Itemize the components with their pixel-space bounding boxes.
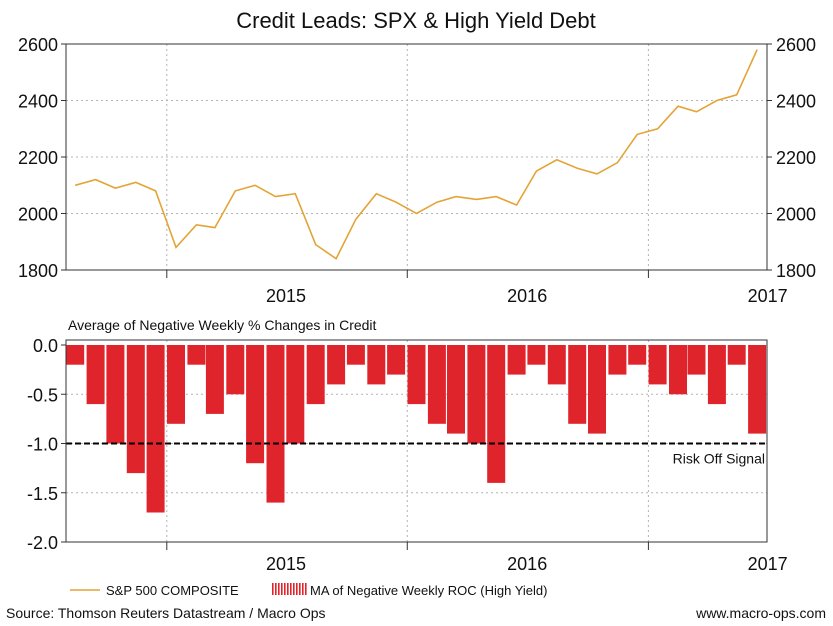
chart-title: Credit Leads: SPX & High Yield Debt <box>236 8 596 33</box>
spx-xtick-label: 2017 <box>748 286 788 306</box>
credit-ytick-label: -1.5 <box>27 484 58 504</box>
legend-bar-swatch-stripe <box>284 583 286 595</box>
credit-ytick-label: -0.5 <box>27 385 58 405</box>
credit-bar <box>487 345 506 483</box>
credit-bar <box>346 345 365 365</box>
spx-ytick-label-right: 1800 <box>776 261 816 281</box>
legend-bar-label: MA of Negative Weekly ROC (High Yield) <box>310 583 547 598</box>
spx-ytick-label-left: 2400 <box>18 92 58 112</box>
spx-ytick-label-left: 2200 <box>18 148 58 168</box>
spx-y-axis-left: 1800 2000 2200 2400 2600 <box>18 35 66 281</box>
credit-bar <box>167 345 185 424</box>
credit-bar <box>507 345 526 375</box>
credit-bar <box>727 345 746 365</box>
spx-x-axis: 2015 2016 2017 <box>166 270 788 306</box>
credit-bar <box>86 345 105 405</box>
legend-bar-swatch-stripe <box>293 583 295 595</box>
credit-bar <box>608 345 627 375</box>
spx-ytick-label-right: 2600 <box>776 35 816 55</box>
legend-bar-swatch-stripe <box>272 583 274 595</box>
legend-bar-swatch-stripe <box>278 583 280 595</box>
credit-bar <box>126 345 145 474</box>
credit-bar <box>547 345 566 385</box>
credit-bar <box>568 345 587 424</box>
credit-xtick-label: 2015 <box>266 554 306 574</box>
spx-ytick-label-right: 2200 <box>776 148 816 168</box>
spx-ytick-label-left: 1800 <box>18 261 58 281</box>
legend-bar-swatch <box>272 583 307 595</box>
legend-bar-swatch-stripe <box>299 583 301 595</box>
spx-ytick-label-right: 2000 <box>776 205 816 225</box>
spx-series-line <box>74 49 758 260</box>
credit-x-axis: 2015 2016 2017 <box>166 542 788 574</box>
credit-bar <box>367 345 386 385</box>
credit-bar <box>588 345 606 434</box>
credit-bar <box>226 345 245 395</box>
legend-bar-swatch-stripe <box>305 583 307 595</box>
credit-bar <box>669 345 687 395</box>
credit-plot-frame <box>65 339 768 543</box>
spx-y-axis-right: 1800 2000 2200 2400 2600 <box>767 35 816 281</box>
legend-bar-swatch-stripe <box>281 583 283 595</box>
credit-bar <box>106 345 125 444</box>
spx-ytick-label-right: 2400 <box>776 92 816 112</box>
legend-bar-swatch-stripe <box>275 583 277 595</box>
spx-xtick-label: 2015 <box>266 286 306 306</box>
credit-bar <box>628 345 647 365</box>
legend-line-label: S&P 500 COMPOSITE <box>106 583 239 598</box>
credit-ytick-label: -2.0 <box>27 533 58 553</box>
website-credit: www.macro-ops.com <box>695 605 826 621</box>
legend-bar-swatch-stripe <box>302 583 304 595</box>
credit-bar <box>327 345 346 385</box>
legend: S&P 500 COMPOSITE MA of Negative Weekly … <box>70 583 547 598</box>
credit-ytick-label: 0.0 <box>33 336 58 356</box>
credit-bar <box>246 345 265 464</box>
legend-bar-swatch-stripe <box>287 583 289 595</box>
credit-bar <box>427 345 446 424</box>
credit-bar <box>286 345 305 444</box>
credit-xtick-label: 2016 <box>507 554 547 574</box>
credit-bar <box>407 345 426 405</box>
credit-xtick-label: 2017 <box>748 554 788 574</box>
credit-panel: Average of Negative Weekly % Changes in … <box>27 317 788 574</box>
risk-off-signal-label: Risk Off Signal <box>673 451 765 467</box>
credit-bar <box>467 345 486 444</box>
credit-bar <box>687 345 706 375</box>
credit-bars <box>66 345 767 513</box>
legend-bar-swatch-stripe <box>296 583 298 595</box>
credit-bar <box>527 345 546 365</box>
credit-bar <box>146 345 165 513</box>
credit-bar <box>387 345 406 375</box>
spx-ytick-label-left: 2600 <box>18 35 58 55</box>
spx-ytick-label-left: 2000 <box>18 205 58 225</box>
spx-xtick-label: 2016 <box>507 286 547 306</box>
credit-bar <box>306 345 325 405</box>
source-note: Source: Thomson Reuters Datastream / Mac… <box>6 605 326 621</box>
credit-bar <box>205 345 224 414</box>
credit-bar <box>447 345 465 434</box>
legend-bar-swatch-stripe <box>290 583 292 595</box>
credit-bar <box>266 345 285 503</box>
credit-bar <box>66 345 85 365</box>
credit-bar <box>187 345 206 365</box>
credit-ytick-label: -1.0 <box>27 435 58 455</box>
credit-bar <box>748 345 767 434</box>
credit-y-axis: 0.0 -0.5 -1.0 -1.5 -2.0 <box>27 336 66 553</box>
spx-panel: 1800 2000 2200 2400 2600 1800 2000 2200 2400 260… <box>18 35 816 306</box>
credit-bar <box>707 345 726 405</box>
credit-bar <box>648 345 667 385</box>
credit-panel-title: Average of Negative Weekly % Changes in … <box>68 317 377 333</box>
